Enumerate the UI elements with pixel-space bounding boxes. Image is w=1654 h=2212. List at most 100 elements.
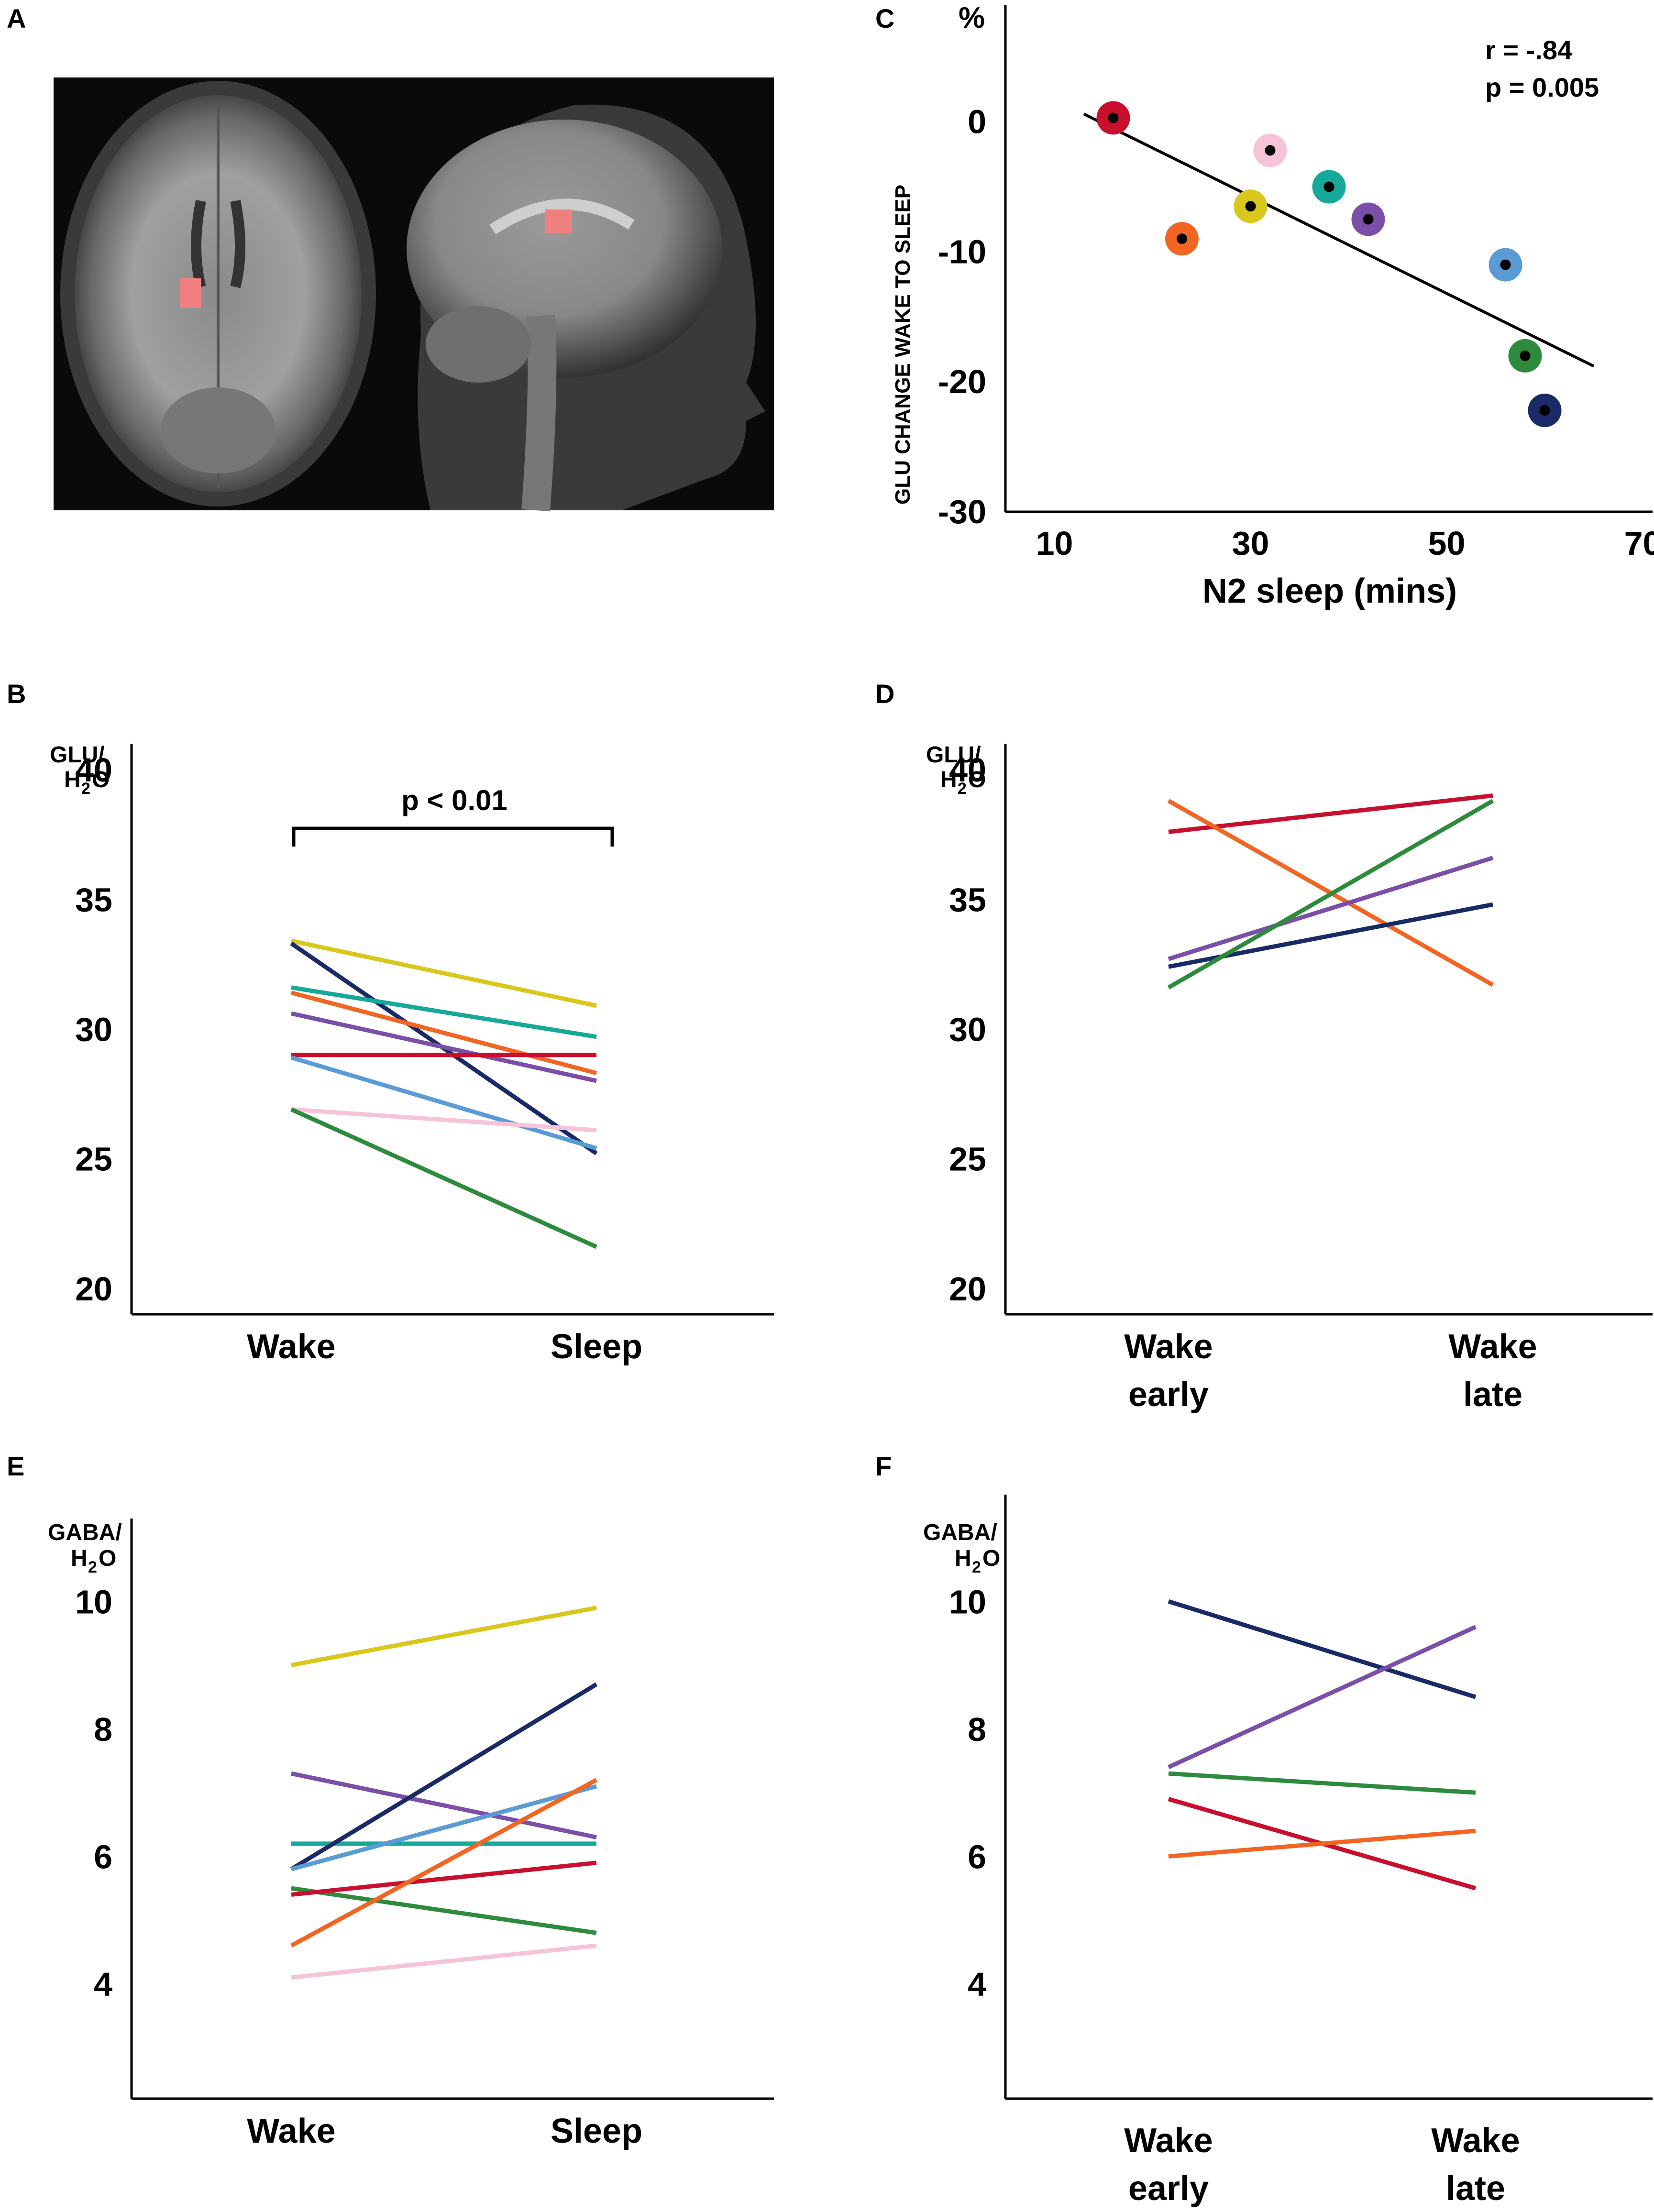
c-scatter-point-center xyxy=(1539,405,1550,416)
e-categories: Wake Sleep xyxy=(247,2112,642,2150)
f-categories: Wake early Wake late xyxy=(1124,2122,1520,2208)
b-series-lines xyxy=(290,938,598,1249)
b-y-tick-label: 25 xyxy=(75,1141,112,1178)
c-y-ticks: 0 -10 -20 -30 xyxy=(938,103,986,530)
c-scatter-point-center xyxy=(1177,233,1187,244)
mri-axial-voxel xyxy=(180,278,201,308)
c-scatter-point-center xyxy=(1108,112,1119,123)
f-y-label-sub: 2 xyxy=(972,1558,981,1576)
d-y-tick-label: 35 xyxy=(949,881,986,918)
e-series-line xyxy=(291,1606,597,1668)
c-annotation-r: r = -.84 xyxy=(1485,35,1572,65)
e-category-label: Wake xyxy=(247,2112,335,2150)
e-y-tick-label: 4 xyxy=(94,1966,112,2003)
e-series-lines xyxy=(290,1606,598,1980)
b-y-label: GLU/ H 2 O xyxy=(50,742,110,798)
c-x-tick-label: 10 xyxy=(1036,525,1073,562)
b-series-line xyxy=(291,1107,597,1133)
f-y-tick-label: 10 xyxy=(949,1583,986,1620)
d-category-label: early xyxy=(1128,1376,1209,1414)
f-y-tick-label: 8 xyxy=(968,1711,986,1748)
c-scatter-point-center xyxy=(1520,350,1531,361)
d-series-line xyxy=(1168,856,1494,961)
b-categories: Wake Sleep xyxy=(247,1328,642,1366)
c-scatter-point-center xyxy=(1245,201,1256,212)
panel-letter-f: F xyxy=(875,1451,892,1481)
d-y-ticks: 40 35 30 25 20 xyxy=(949,751,986,1308)
f-category-label: early xyxy=(1128,2169,1209,2208)
e-series-line xyxy=(291,1771,597,1839)
d-category-label: Wake xyxy=(1448,1328,1537,1366)
c-points xyxy=(1096,101,1562,427)
b-series-line xyxy=(291,1011,597,1083)
c-annotation-p: p = 0.005 xyxy=(1485,72,1599,102)
b-y-label-main: GLU/ xyxy=(50,742,105,768)
d-series-lines xyxy=(1167,793,1494,990)
b-y-label-o: O xyxy=(92,767,110,792)
f-y-label-h: H xyxy=(955,1546,971,1571)
mri-sagittal-brainstem xyxy=(521,314,557,512)
panel-letter-d: D xyxy=(875,679,894,709)
c-y-tick-label: -30 xyxy=(938,493,986,530)
c-y-label: GLU CHANGE WAKE TO SLEEP xyxy=(891,185,915,505)
f-y-label-main: GABA/ xyxy=(923,1520,997,1545)
c-x-ticks: 10 30 50 70 xyxy=(1036,525,1654,562)
f-series-line xyxy=(1168,1599,1477,1699)
d-y-label-sub: 2 xyxy=(958,780,967,798)
mri-sagittal-cerebellum xyxy=(426,306,531,383)
c-scatter-point-center xyxy=(1323,181,1334,192)
b-category-label: Wake xyxy=(247,1328,335,1366)
e-series-line xyxy=(290,1778,598,1948)
panel-letter-c: C xyxy=(875,3,894,33)
f-category-label: Wake xyxy=(1124,2122,1213,2160)
line-chart-b: GLU/ H 2 O p < 0.01 40 35 30 25 20 Wake Sleep xyxy=(50,742,774,1366)
b-significance-bracket xyxy=(292,826,614,847)
c-x-tick-label: 30 xyxy=(1232,525,1269,562)
d-y-label-o: O xyxy=(968,767,986,792)
d-y-label-main: GLU/ xyxy=(926,742,981,768)
e-series-line xyxy=(290,1682,598,1871)
e-series-line xyxy=(291,1886,597,1935)
f-y-label: GABA/ H 2 O xyxy=(923,1520,1000,1576)
e-category-label: Sleep xyxy=(551,2112,642,2150)
panel-letter-a: A xyxy=(7,3,26,33)
b-y-label-sub: 2 xyxy=(81,780,90,798)
e-y-label-sub: 2 xyxy=(88,1558,97,1576)
b-series-line xyxy=(290,990,597,1076)
b-significance: p < 0.01 xyxy=(401,784,507,816)
d-category-label: Wake xyxy=(1124,1328,1213,1366)
b-y-tick-label: 30 xyxy=(75,1011,112,1048)
f-category-label: Wake xyxy=(1431,2122,1520,2160)
f-series-line xyxy=(1168,1771,1476,1795)
e-y-label-o: O xyxy=(99,1546,116,1571)
mri-axial-ventricles xyxy=(191,199,245,288)
d-y-label-h: H xyxy=(940,767,957,792)
b-series-line xyxy=(290,1055,597,1151)
d-y-tick-label: 25 xyxy=(949,1141,986,1178)
f-y-label-o: O xyxy=(982,1546,1000,1571)
d-y-tick-label: 30 xyxy=(949,1011,986,1048)
c-scatter-point-center xyxy=(1265,145,1276,156)
b-series-line xyxy=(290,1107,597,1249)
d-category-label: late xyxy=(1463,1376,1522,1414)
e-y-tick-label: 6 xyxy=(94,1838,112,1875)
e-series-line xyxy=(291,1943,597,1980)
f-y-tick-label: 4 xyxy=(968,1966,986,2003)
d-categories: Wake early Wake late xyxy=(1124,1328,1537,1414)
c-fit-line-group xyxy=(1083,112,1595,368)
f-category-label: late xyxy=(1446,2169,1505,2208)
e-y-tick-label: 8 xyxy=(94,1711,112,1748)
line-chart-e: GABA/ H 2 O 10 8 6 4 Wake Sleep xyxy=(48,1519,774,2150)
c-x-tick-label: 50 xyxy=(1428,525,1466,562)
e-y-label-h: H xyxy=(71,1546,88,1571)
b-y-tick-label: 35 xyxy=(75,881,112,918)
b-y-tick-label: 40 xyxy=(75,751,112,789)
mri-sagittal-voxel xyxy=(545,209,572,233)
d-y-tick-label: 20 xyxy=(949,1270,986,1308)
f-y-ticks: 10 8 6 4 xyxy=(949,1583,986,2003)
c-y-unit: % xyxy=(959,1,985,34)
line-chart-d: GLU/ H 2 O 40 35 30 25 20 Wake early Wake late xyxy=(926,742,1653,1414)
e-y-ticks: 10 8 6 4 xyxy=(75,1583,112,2003)
c-scatter-point-center xyxy=(1363,214,1374,225)
